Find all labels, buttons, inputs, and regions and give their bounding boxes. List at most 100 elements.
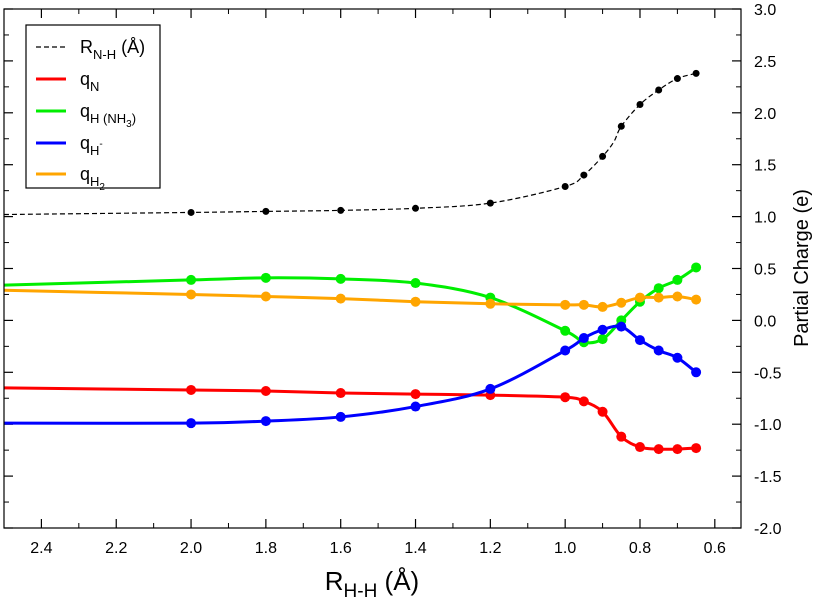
y-tick-label: -1.0 [754,417,782,434]
y-tick-label: 3.0 [754,2,776,19]
data-point [412,204,420,212]
legend: RN-H (Å) qN qH (NH3) qH-qH2 [25,24,161,193]
x-tick-label: 0.8 [629,540,651,557]
data-point [597,301,608,312]
series-line [3,386,697,451]
data-point [260,416,271,427]
legend-label: qH (NH3) [80,101,136,130]
series-layer [3,69,702,455]
data-point [485,383,496,394]
x-tick-label: 1.6 [330,540,352,557]
data-point [560,392,571,403]
data-point [410,278,421,289]
y-tick-label: -1.5 [754,469,782,486]
data-point [616,431,627,442]
y-tick-label: 2.0 [754,106,776,123]
y-tick-label: -2.0 [754,521,782,538]
series-0 [3,69,700,216]
y-tick-label: 0.0 [754,313,776,330]
y-tick-label: 2.5 [754,54,776,71]
data-point [186,384,197,395]
data-point [653,292,664,303]
data-point [672,291,683,302]
series-4 [3,288,702,312]
y-tick-label: 1.0 [754,210,776,227]
data-point [260,385,271,396]
series-line [3,72,697,216]
data-point [410,296,421,307]
data-point [616,297,627,308]
plot-frame [3,8,742,529]
data-point [597,324,608,335]
data-point [410,389,421,400]
data-point [691,443,702,454]
data-point [672,444,683,455]
data-point [634,292,645,303]
tick-layer: 2.4 2.2 2.0 1.8 1.6 1.4 1.2 1.0 0.8 0.6 -2.0 -1.5 -1… [3,2,782,557]
legend-box [25,24,161,189]
data-point [653,444,664,455]
data-point [672,274,683,285]
data-point [262,207,270,215]
data-point [691,367,702,378]
x-tick-label: 2.2 [105,540,127,557]
y-tick-label: 0.5 [754,262,776,279]
data-point [561,182,569,190]
legend-label: qH2 [80,164,105,193]
data-point [485,298,496,309]
data-point [260,272,271,283]
data-point [335,293,346,304]
data-point [672,352,683,363]
legend-label: qN [80,69,99,94]
data-point [337,206,345,214]
data-point [691,294,702,305]
data-point [597,334,608,345]
y-tick-label: 1.5 [754,158,776,175]
data-point [616,321,627,332]
series-3 [3,321,702,429]
series-2 [3,262,702,348]
data-point [335,388,346,399]
data-point [634,335,645,346]
data-point [187,208,195,216]
x-tick-label: 1.8 [255,540,277,557]
series-line [3,324,698,425]
x-axis-title: RH-H (Å) [325,566,419,602]
data-point [617,122,625,130]
y-axis-title: Partial Charge (e) [791,189,813,347]
x-tick-label: 1.2 [479,540,501,557]
legend-label: qH- [80,133,103,158]
data-point [186,289,197,300]
data-point [673,75,681,83]
x-tick-label: 0.6 [704,540,726,557]
data-point [653,283,664,294]
x-tick-label: 1.0 [554,540,576,557]
data-point [335,273,346,284]
series-line [3,288,697,309]
data-point [653,345,664,356]
data-point [578,396,589,407]
y-tick-label: -0.5 [754,365,782,382]
data-point [692,69,700,77]
data-point [691,262,702,273]
series-1 [3,384,702,455]
data-point [578,333,589,344]
data-point [186,418,197,429]
data-point [260,291,271,302]
data-point [634,442,645,453]
x-tick-label: 1.4 [404,540,426,557]
data-point [560,299,571,310]
data-point [578,299,589,310]
data-point [597,406,608,417]
data-point [335,411,346,422]
data-point [486,199,494,207]
data-point [636,100,644,108]
data-point [410,401,421,412]
data-point [655,86,663,94]
x-tick-label: 2.0 [180,540,202,557]
data-point [599,152,607,160]
data-point [186,274,197,285]
x-tick-label: 2.4 [30,540,52,557]
legend-label: RN-H (Å) [80,37,145,62]
